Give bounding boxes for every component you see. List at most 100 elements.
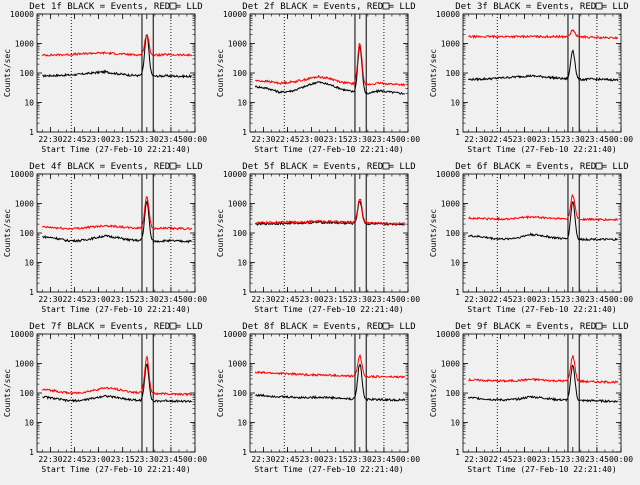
events-series-line <box>467 364 618 404</box>
y-tick-label: 10 <box>450 259 460 268</box>
x-tick-label: 00:00 <box>183 295 207 304</box>
y-tick-label: 1 <box>242 448 247 457</box>
lld-series-line <box>255 198 406 226</box>
y-tick-label: 100 <box>20 389 35 398</box>
events-series-line <box>467 49 619 82</box>
window-marker <box>169 162 177 170</box>
window-marker <box>595 2 603 10</box>
x-tick-label: 23:45 <box>372 295 396 304</box>
x-tick-label: 00:00 <box>609 135 633 144</box>
window-marker <box>382 322 390 330</box>
x-tick-label: 23:30 <box>135 455 159 464</box>
y-tick-label: 10000 <box>10 170 34 179</box>
y-tick-label: 10 <box>237 419 247 428</box>
x-tick-label: 23:15 <box>537 455 561 464</box>
y-axis-label: Counts/sec <box>216 369 225 417</box>
window-marker <box>169 322 177 330</box>
y-tick-label: 10 <box>24 419 34 428</box>
plot-frame <box>462 173 622 293</box>
x-tick-label: 23:00 <box>87 455 111 464</box>
events-series-line <box>42 363 192 403</box>
events-series-line <box>255 363 406 402</box>
y-axis-label: Counts/sec <box>429 49 438 97</box>
y-tick-label: 100 <box>233 69 248 78</box>
x-tick-label: 23:30 <box>348 295 372 304</box>
y-axis-label: Counts/sec <box>216 209 225 257</box>
x-tick-label: 23:30 <box>135 135 159 144</box>
y-tick-label: 100 <box>446 229 461 238</box>
x-tick-label: 22:30 <box>251 455 275 464</box>
x-tick-label: 23:30 <box>561 455 585 464</box>
y-tick-label: 100 <box>20 69 35 78</box>
x-tick-label: 23:45 <box>585 295 609 304</box>
x-tick-label: 00:00 <box>396 135 420 144</box>
x-tick-label: 23:15 <box>324 295 348 304</box>
x-tick-label: 23:45 <box>585 455 609 464</box>
x-tick-label: 23:15 <box>324 455 348 464</box>
x-tick-label: 22:45 <box>62 295 86 304</box>
x-tick-label: 23:00 <box>300 455 324 464</box>
lld-series-line <box>42 354 193 397</box>
x-tick-label: 23:15 <box>537 295 561 304</box>
y-tick-label: 1000 <box>228 40 247 49</box>
x-tick-label: 23:00 <box>87 295 111 304</box>
x-tick-label: 22:30 <box>464 455 488 464</box>
x-tick-label: 22:30 <box>464 295 488 304</box>
events-series-line <box>254 45 405 95</box>
detector-panel: Det 8f BLACK = Events, RED = LLD 1 10 100 10… <box>216 322 420 474</box>
x-tick-label: 22:45 <box>488 455 512 464</box>
window-marker <box>382 2 390 10</box>
x-tick-label: 23:00 <box>87 135 111 144</box>
detector-panel: Det 6f BLACK = Events, RED = LLD 1 10 100 10… <box>429 162 633 314</box>
plot-frame <box>249 13 409 133</box>
y-tick-label: 1 <box>29 128 34 137</box>
detector-panel: Det 2f BLACK = Events, RED = LLD 1 10 100 10… <box>216 2 420 154</box>
lld-series-line <box>255 42 406 87</box>
y-tick-label: 1000 <box>15 360 34 369</box>
panel-title: Det 4f BLACK = Events, RED = LLD <box>29 162 202 172</box>
y-axis-label: Counts/sec <box>3 209 12 257</box>
y-tick-label: 10 <box>450 419 460 428</box>
x-tick-label: 23:15 <box>111 135 135 144</box>
y-tick-label: 10000 <box>223 330 247 339</box>
plot-frame <box>36 173 196 293</box>
x-tick-label: 23:45 <box>159 295 183 304</box>
x-tick-label: 23:15 <box>537 135 561 144</box>
plot-frame <box>462 13 622 133</box>
window-marker <box>595 322 603 330</box>
panel-title: Det 8f BLACK = Events, RED = LLD <box>242 322 415 332</box>
y-tick-label: 10 <box>237 99 247 108</box>
x-tick-label: 00:00 <box>183 135 207 144</box>
window-marker <box>382 162 390 170</box>
y-tick-label: 100 <box>20 229 35 238</box>
y-tick-label: 100 <box>446 389 461 398</box>
x-axis-label: Start Time (27-Feb-10 22:21:40) <box>467 465 616 474</box>
detector-panel: Det 9f BLACK = Events, RED = LLD 1 10 100 10… <box>429 322 633 474</box>
x-axis-label: Start Time (27-Feb-10 22:21:40) <box>254 145 403 154</box>
detector-panel: Det 5f BLACK = Events, RED = LLD 1 10 100 10… <box>216 162 420 314</box>
y-tick-label: 10 <box>24 99 34 108</box>
x-tick-label: 23:30 <box>561 135 585 144</box>
y-tick-label: 10000 <box>436 10 460 19</box>
y-tick-label: 1000 <box>228 360 247 369</box>
y-tick-label: 10000 <box>223 170 247 179</box>
y-tick-label: 1 <box>455 128 460 137</box>
x-tick-label: 22:30 <box>464 135 488 144</box>
x-axis-label: Start Time (27-Feb-10 22:21:40) <box>41 465 190 474</box>
events-series-line <box>42 34 192 79</box>
y-tick-label: 10000 <box>436 170 460 179</box>
y-tick-label: 10000 <box>436 330 460 339</box>
lld-series-line <box>42 196 193 231</box>
y-tick-label: 1 <box>242 288 247 297</box>
detector-panel: Det 3f BLACK = Events, RED = LLD 1 10 100 10… <box>429 2 633 154</box>
lld-series-line <box>254 353 406 379</box>
x-tick-label: 22:45 <box>275 295 299 304</box>
y-tick-label: 10 <box>450 99 460 108</box>
x-axis-label: Start Time (27-Feb-10 22:21:40) <box>41 145 190 154</box>
y-axis-label: Counts/sec <box>429 369 438 417</box>
y-tick-label: 1 <box>455 288 460 297</box>
x-tick-label: 22:30 <box>251 135 275 144</box>
x-tick-label: 22:45 <box>488 135 512 144</box>
x-axis-label: Start Time (27-Feb-10 22:21:40) <box>467 305 616 314</box>
x-tick-label: 23:00 <box>513 135 537 144</box>
